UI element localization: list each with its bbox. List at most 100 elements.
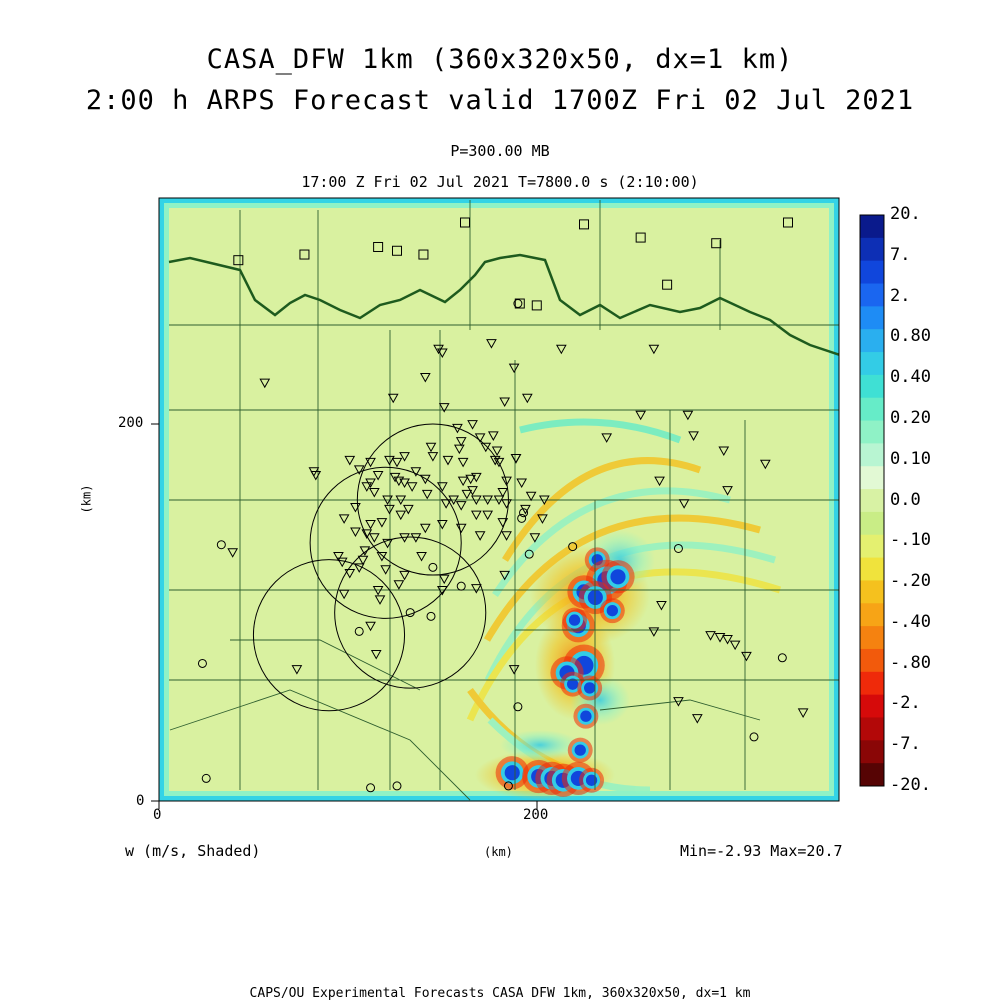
colorbar-swatch [860,489,884,513]
colorbar [859,214,885,787]
triangle-station-marker [357,555,369,566]
square-station-marker [711,238,722,249]
updraft-core [584,682,596,694]
colorbar-swatch [860,352,884,376]
triangle-station-marker [436,519,448,530]
triangle-station-marker [395,495,407,506]
circle-station-marker [568,542,578,552]
circle-station-marker [201,773,211,783]
triangle-station-marker [410,467,422,477]
colorbar-swatch [860,763,884,787]
square-station-marker [579,219,589,230]
y-tick-label-200: 200 [118,415,144,431]
colorbar-label: 0.10 [890,448,931,469]
circle-station-marker [366,783,376,793]
triangle-station-marker [393,476,405,487]
triangle-station-marker [338,589,350,600]
triangle-station-marker [470,510,482,521]
triangle-station-marker [399,533,410,543]
triangle-station-marker [482,510,494,521]
triangle-station-marker [387,393,399,404]
colorbar-label: -.80 [890,652,931,673]
triangle-station-marker [501,499,512,509]
triangle-station-marker [333,552,344,562]
triangle-station-marker [427,452,439,462]
triangle-station-marker [370,650,382,660]
circle-station-marker [426,611,436,621]
triangle-station-marker [489,455,501,466]
triangle-station-marker [419,373,431,383]
triangle-station-marker [537,514,548,524]
triangle-station-marker [538,495,550,506]
y-axis-label: (km) [79,484,94,514]
colorbar-swatch [860,626,884,650]
circle-station-marker [524,549,534,559]
triangle-station-marker [365,519,376,530]
updraft-core [567,678,579,690]
square-station-marker [373,241,384,252]
circle-station-marker [673,543,683,553]
triangle-station-marker [718,446,730,457]
triangle-station-marker [508,665,520,675]
triangle-station-marker [382,538,393,549]
triangle-station-marker [438,403,450,413]
triangle-station-marker [482,495,494,506]
triangle-station-marker [338,514,350,524]
triangle-station-marker [391,457,403,468]
triangle-station-marker [376,518,388,528]
updraft-core [585,774,598,786]
plot-frame [158,197,840,802]
triangle-station-marker [399,452,410,462]
triangle-station-marker [291,665,303,675]
square-station-marker [514,298,525,309]
triangle-station-marker [344,568,356,579]
triangle-station-marker [487,431,499,441]
triangle-station-marker [384,455,395,466]
colorbar-swatch [860,420,884,444]
colorbar-label: -.20 [890,571,931,592]
colorbar-swatch [860,671,884,696]
valid-time-label: 17:00 Z Fri 02 Jul 2021 T=7800.0 s (2:10… [301,173,699,191]
triangle-station-marker [714,633,726,643]
x-tick-label-200: 200 [523,807,549,823]
triangle-station-marker [493,457,505,468]
triangle-station-marker [440,499,452,509]
triangle-station-marker [656,601,667,611]
x-axis-label: (km) [484,845,513,859]
circle-station-marker [519,508,529,518]
circle-station-marker [517,513,527,523]
triangle-station-marker [353,465,365,475]
triangle-station-marker [470,495,482,506]
triangle-station-marker [508,363,520,374]
triangle-station-marker [419,523,431,534]
colorbar-label: 0.0 [890,489,921,510]
field-label: w (m/s, Shaded) [125,842,261,860]
colorbar-label: -20. [890,775,931,795]
triangle-station-marker [310,471,322,481]
triangle-station-marker [455,501,467,511]
triangle-station-marker [425,442,437,453]
square-station-marker [783,217,793,228]
triangle-station-marker [368,487,380,498]
triangle-station-marker [353,563,365,573]
triangle-station-marker [470,584,482,594]
triangle-station-marker [491,446,503,457]
triangle-station-marker [227,548,239,558]
triangle-station-marker [461,489,473,500]
triangle-station-marker [438,574,450,585]
triangle-station-marker [350,503,361,513]
square-station-marker [531,300,542,311]
triangle-station-marker [759,459,771,470]
updraft-core [574,744,586,756]
triangle-station-marker [486,339,497,349]
triangle-station-marker [344,455,356,466]
triangle-station-marker [673,697,684,707]
colorbar-swatch [860,603,884,627]
triangle-station-marker [359,546,371,556]
colorbar-swatch [860,717,884,741]
triangle-station-marker [457,476,469,487]
triangle-station-marker [402,504,414,515]
axis-ticks [151,423,538,809]
circle-station-marker [503,781,513,791]
